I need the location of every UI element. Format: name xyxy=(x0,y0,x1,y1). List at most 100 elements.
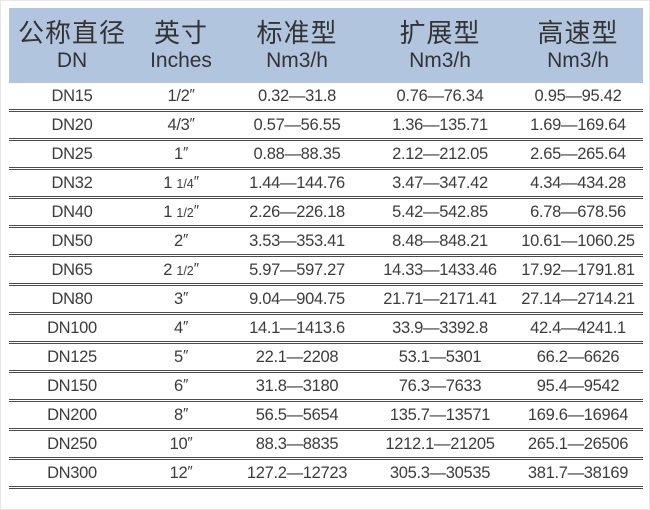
inch-fraction: 1/2 xyxy=(176,206,194,220)
cell-high-speed-range: 10.61—1060.25 xyxy=(513,226,643,257)
cell-standard-range: 56.5—5654 xyxy=(227,400,367,431)
cell-extended-range: 1212.1—21205 xyxy=(367,429,513,460)
cell-high-speed-range: 2.65—265.64 xyxy=(513,139,643,170)
cell-extended-range: 21.71—2171.41 xyxy=(367,284,513,315)
cell-extended-range: 2.12—212.05 xyxy=(367,139,513,170)
cell-extended-range: 76.3—7633 xyxy=(367,371,513,402)
table-row: DN300 12″ 127.2—12723 305.3—30535 381.7—3816… xyxy=(9,458,643,489)
cell-standard-range: 31.8—3180 xyxy=(227,371,367,402)
inch-fraction: 1/2 xyxy=(176,264,194,278)
column-header-high-speed-type: 高速型 Nm3/h xyxy=(513,8,643,83)
cell-inches: 1″ xyxy=(135,139,227,170)
table-row: DN100 4″ 14.1—1413.6 33.9—3392.8 42.4—4241.1 xyxy=(9,313,643,344)
cell-high-speed-range: 6.78—678.56 xyxy=(513,197,643,228)
cell-dn: DN100 xyxy=(9,313,135,344)
cell-dn: DN200 xyxy=(9,400,135,431)
cell-dn: DN300 xyxy=(9,458,135,489)
flow-rate-spec-table: 公称直径 DN 英寸 Inches 标准型 Nm3/h 扩展型 Nm3/h 高速… xyxy=(9,8,643,489)
table-row: DN65 2 1/2″ 5.97—597.27 14.33—1433.46 17.92—… xyxy=(9,255,643,286)
cell-inches: 1 1/4″ xyxy=(135,168,227,199)
cell-standard-range: 127.2—12723 xyxy=(227,458,367,489)
column-header-zh: 英寸 xyxy=(153,18,208,48)
column-header-en: Nm3/h xyxy=(266,49,328,72)
inch-mark: ″ xyxy=(193,173,199,190)
table-row: DN15 1/2″ 0.32—31.8 0.76—76.34 0.95—95.42 xyxy=(9,83,643,112)
inch-fraction: 1/4 xyxy=(176,177,194,191)
cell-dn: DN65 xyxy=(9,255,135,286)
inch-mark: ″ xyxy=(193,260,199,277)
cell-high-speed-range: 66.2—6626 xyxy=(513,342,643,373)
cell-extended-range: 5.42—542.85 xyxy=(367,197,513,228)
cell-inches: 2″ xyxy=(135,226,227,257)
column-header-standard-type: 标准型 Nm3/h xyxy=(227,8,367,83)
table-row: DN150 6″ 31.8—3180 76.3—7633 95.4—9542 xyxy=(9,371,643,402)
table-row: DN32 1 1/4″ 1.44—144.76 3.47—347.42 4.34—434… xyxy=(9,168,643,199)
column-header-zh: 扩展型 xyxy=(399,18,481,48)
cell-dn: DN50 xyxy=(9,226,135,257)
table-row: DN20 4/3″ 0.57—56.55 1.36—135.71 1.69—169.64 xyxy=(9,110,643,141)
inch-mark: ″ xyxy=(182,144,188,161)
cell-dn: DN40 xyxy=(9,197,135,228)
cell-dn: DN250 xyxy=(9,429,135,460)
column-header-zh: 标准型 xyxy=(256,18,338,48)
cell-inches: 2 1/2″ xyxy=(135,255,227,286)
cell-inches: 3″ xyxy=(135,284,227,315)
header-row: 公称直径 DN 英寸 Inches 标准型 Nm3/h 扩展型 Nm3/h 高速… xyxy=(9,8,643,83)
cell-inches: 10″ xyxy=(135,429,227,460)
cell-high-speed-range: 169.6—16964 xyxy=(513,400,643,431)
inch-mark: ″ xyxy=(187,434,193,451)
cell-high-speed-range: 95.4—9542 xyxy=(513,371,643,402)
cell-dn: DN32 xyxy=(9,168,135,199)
cell-standard-range: 14.1—1413.6 xyxy=(227,313,367,344)
column-header-en: Nm3/h xyxy=(409,49,471,72)
cell-standard-range: 0.88—88.35 xyxy=(227,139,367,170)
cell-dn: DN15 xyxy=(9,83,135,112)
table-row: DN25 1″ 0.88—88.35 2.12—212.05 2.65—265.64 xyxy=(9,139,643,170)
column-header-en: Nm3/h xyxy=(547,49,609,72)
cell-inches: 1/2″ xyxy=(135,83,227,112)
cell-standard-range: 88.3—8835 xyxy=(227,429,367,460)
cell-inches: 5″ xyxy=(135,342,227,373)
cell-extended-range: 53.1—5301 xyxy=(367,342,513,373)
inch-mark: ″ xyxy=(182,318,188,335)
cell-high-speed-range: 42.4—4241.1 xyxy=(513,313,643,344)
cell-high-speed-range: 1.69—169.64 xyxy=(513,110,643,141)
inch-mark: ″ xyxy=(189,86,195,103)
cell-high-speed-range: 17.92—1791.81 xyxy=(513,255,643,286)
cell-extended-range: 135.7—13571 xyxy=(367,400,513,431)
cell-extended-range: 3.47—347.42 xyxy=(367,168,513,199)
cell-standard-range: 22.1—2208 xyxy=(227,342,367,373)
cell-extended-range: 14.33—1433.46 xyxy=(367,255,513,286)
cell-dn: DN25 xyxy=(9,139,135,170)
inch-mark: ″ xyxy=(189,115,195,132)
inch-mark: ″ xyxy=(182,347,188,364)
cell-standard-range: 2.26—226.18 xyxy=(227,197,367,228)
table-row: DN40 1 1/2″ 2.26—226.18 5.42—542.85 6.78—678… xyxy=(9,197,643,228)
inch-mark: ″ xyxy=(187,463,193,480)
cell-inches: 1 1/2″ xyxy=(135,197,227,228)
table-row: DN125 5″ 22.1—2208 53.1—5301 66.2—6626 xyxy=(9,342,643,373)
column-header-nominal-diameter: 公称直径 DN xyxy=(9,8,135,83)
inch-mark: ″ xyxy=(182,289,188,306)
cell-dn: DN20 xyxy=(9,110,135,141)
column-header-inches: 英寸 Inches xyxy=(135,8,227,83)
cell-inches: 4/3″ xyxy=(135,110,227,141)
cell-extended-range: 1.36—135.71 xyxy=(367,110,513,141)
cell-extended-range: 8.48—848.21 xyxy=(367,226,513,257)
cell-extended-range: 305.3—30535 xyxy=(367,458,513,489)
cell-high-speed-range: 381.7—38169 xyxy=(513,458,643,489)
cell-standard-range: 9.04—904.75 xyxy=(227,284,367,315)
cell-high-speed-range: 265.1—26506 xyxy=(513,429,643,460)
cell-inches: 8″ xyxy=(135,400,227,431)
column-header-en: DN xyxy=(56,49,88,72)
inch-mark: ″ xyxy=(182,376,188,393)
table-row: DN80 3″ 9.04—904.75 21.71—2171.41 27.14—2714… xyxy=(9,284,643,315)
column-header-zh: 公称直径 xyxy=(17,18,126,48)
cell-standard-range: 1.44—144.76 xyxy=(227,168,367,199)
inch-mark: ″ xyxy=(193,202,199,219)
cell-standard-range: 0.32—31.8 xyxy=(227,83,367,112)
table-row: DN250 10″ 88.3—8835 1212.1—21205 265.1—26506 xyxy=(9,429,643,460)
column-header-zh: 高速型 xyxy=(537,18,619,48)
cell-dn: DN80 xyxy=(9,284,135,315)
